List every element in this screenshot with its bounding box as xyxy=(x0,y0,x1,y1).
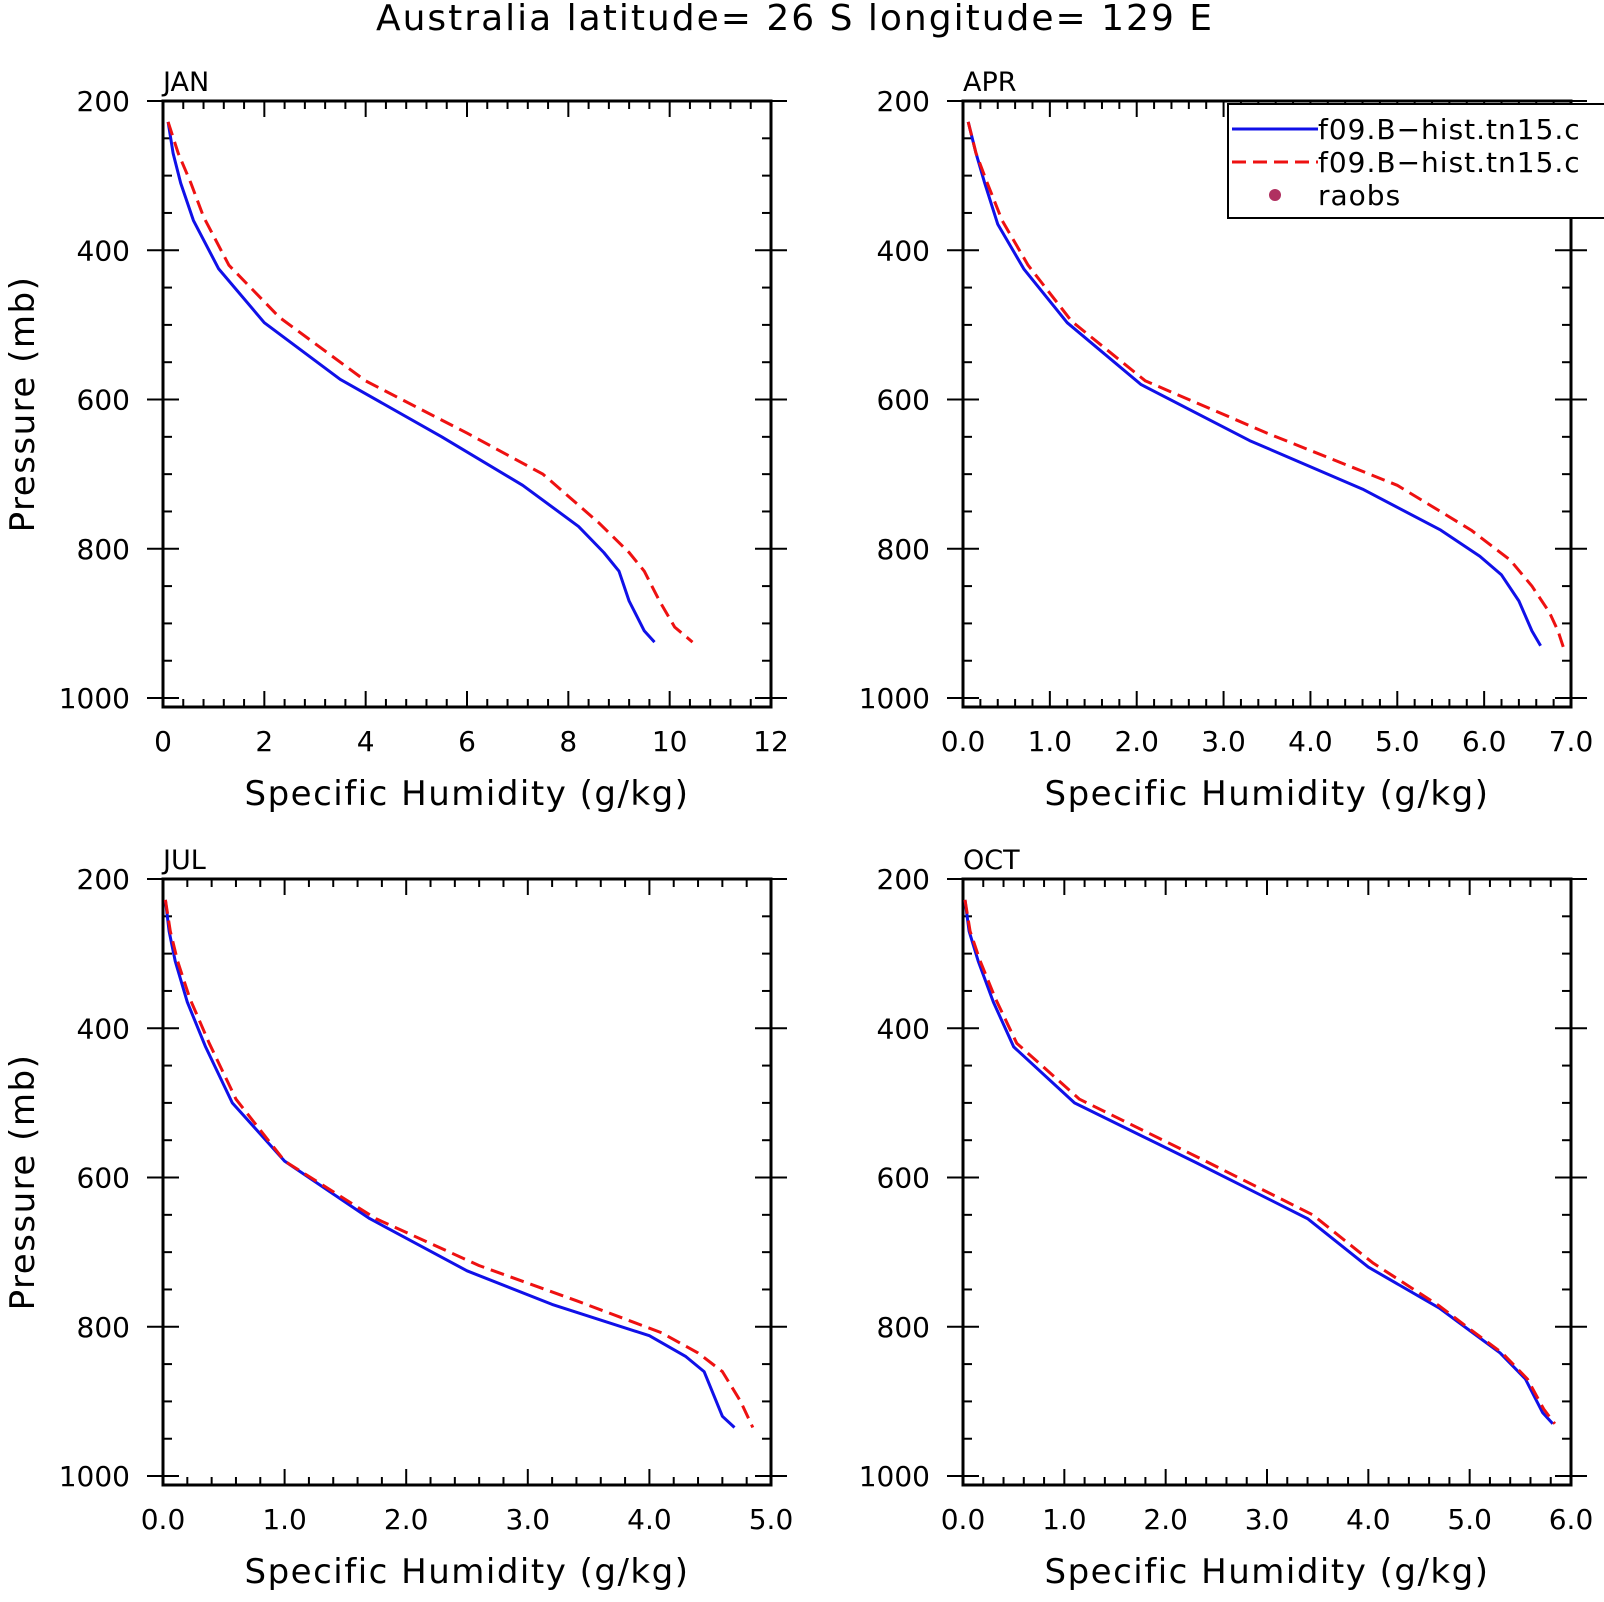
y-tick-label: 600 xyxy=(877,384,930,417)
x-axis-label: Specific Humidity (g/kg) xyxy=(1045,1552,1490,1592)
y-tick-label: 800 xyxy=(877,1311,930,1344)
plot-frame xyxy=(961,99,1573,709)
x-tick-label: 2.0 xyxy=(1114,725,1159,758)
y-tick-label: 200 xyxy=(77,85,130,118)
x-tick-label: 1.0 xyxy=(262,1503,307,1536)
x-tick-label: 6.0 xyxy=(1549,1503,1594,1536)
x-tick-label: 8 xyxy=(559,725,577,758)
y-tick-label: 200 xyxy=(77,863,130,896)
x-tick-label: 12 xyxy=(753,725,789,758)
legend-marker-dot xyxy=(1269,189,1281,201)
y-tick-label: 400 xyxy=(877,234,930,267)
x-tick-label: 0 xyxy=(154,725,172,758)
x-axis-label: Specific Humidity (g/kg) xyxy=(245,1552,690,1592)
x-tick-label: 3.0 xyxy=(506,1503,551,1536)
panel-title: APR xyxy=(963,67,1017,98)
y-tick-label: 200 xyxy=(877,863,930,896)
x-tick-label: 0.0 xyxy=(941,725,986,758)
x-tick-label: 6 xyxy=(458,725,476,758)
panel-apr: APR 0.0 1.0 2.0 3.0 4.0 5.0 6.0 7.0 200 400 600 800 1… xyxy=(859,67,1594,814)
panel-jul: JUL 0.0 1.0 2.0 3.0 4.0 5.0 200 400 600 800 1000 Spe… xyxy=(3,845,793,1592)
series-solid-line xyxy=(963,899,1554,1425)
y-tick-label: 600 xyxy=(77,384,130,417)
panels-container: JAN 0 2 4 6 8 10 12 200 400 600 800 1000 Specific Hum… xyxy=(3,67,1593,1592)
x-tick-label: 4 xyxy=(357,725,375,758)
x-tick-label: 2.0 xyxy=(1143,1503,1188,1536)
panel-title: JAN xyxy=(161,67,209,98)
x-tick-label: 4.0 xyxy=(1288,725,1333,758)
y-axis-label: Pressure (mb) xyxy=(3,1054,43,1311)
series-dashed-line xyxy=(963,899,1556,1425)
x-tick-label: 4.0 xyxy=(627,1503,672,1536)
x-tick-label: 1.0 xyxy=(1028,725,1073,758)
y-tick-label: 200 xyxy=(877,85,930,118)
x-tick-label: 5.0 xyxy=(1375,725,1420,758)
x-tick-label: 10 xyxy=(652,725,688,758)
series-dashed-line xyxy=(163,899,755,1429)
x-tick-label: 3.0 xyxy=(1245,1503,1290,1536)
y-tick-label: 1000 xyxy=(859,682,930,715)
panel-title: OCT xyxy=(963,845,1020,876)
plot-frame xyxy=(161,877,773,1487)
legend-label: raobs xyxy=(1318,179,1401,212)
series-solid-line xyxy=(166,121,656,644)
y-tick-label: 800 xyxy=(77,533,130,566)
y-tick-label: 600 xyxy=(77,1162,130,1195)
x-tick-label: 2 xyxy=(255,725,273,758)
series-solid-line xyxy=(966,121,1542,647)
y-tick-label: 800 xyxy=(877,533,930,566)
panel-oct: OCT 0.0 1.0 2.0 3.0 4.0 5.0 6.0 200 400 600 800 1000… xyxy=(859,845,1594,1592)
x-tick-label: 5.0 xyxy=(1447,1503,1492,1536)
x-tick-label: 3.0 xyxy=(1201,725,1246,758)
y-tick-label: 400 xyxy=(77,234,130,267)
y-tick-label: 400 xyxy=(77,1012,130,1045)
legend-box xyxy=(1227,103,1604,219)
series-solid-line xyxy=(163,899,736,1429)
figure-title: Australia latitude= 26 S longitude= 129 … xyxy=(376,0,1214,39)
legend-label: f09.B−hist.tn15.c xyxy=(1318,113,1581,146)
y-tick-label: 800 xyxy=(77,1311,130,1344)
x-tick-label: 0.0 xyxy=(941,1503,986,1536)
legend-label: f09.B−hist.tn15.c xyxy=(1318,146,1581,179)
x-axis-label: Specific Humidity (g/kg) xyxy=(1045,774,1490,814)
x-axis-label: Specific Humidity (g/kg) xyxy=(245,774,690,814)
y-tick-label: 1000 xyxy=(859,1460,930,1493)
series-dashed-line xyxy=(166,121,694,644)
x-tick-label: 2.0 xyxy=(384,1503,429,1536)
series-dashed-line xyxy=(966,121,1566,650)
panel-jan: JAN 0 2 4 6 8 10 12 200 400 600 800 1000 Specific Hum… xyxy=(3,67,789,814)
y-tick-label: 600 xyxy=(877,1162,930,1195)
y-tick-label: 400 xyxy=(877,1012,930,1045)
x-tick-label: 1.0 xyxy=(1042,1503,1087,1536)
x-tick-label: 6.0 xyxy=(1462,725,1507,758)
x-tick-label: 7.0 xyxy=(1549,725,1594,758)
y-tick-label: 1000 xyxy=(59,682,130,715)
panel-title: JUL xyxy=(161,845,206,876)
x-tick-label: 4.0 xyxy=(1346,1503,1391,1536)
x-tick-label: 5.0 xyxy=(749,1503,794,1536)
y-axis-label: Pressure (mb) xyxy=(3,276,43,533)
x-tick-label: 0.0 xyxy=(141,1503,186,1536)
y-tick-label: 1000 xyxy=(59,1460,130,1493)
